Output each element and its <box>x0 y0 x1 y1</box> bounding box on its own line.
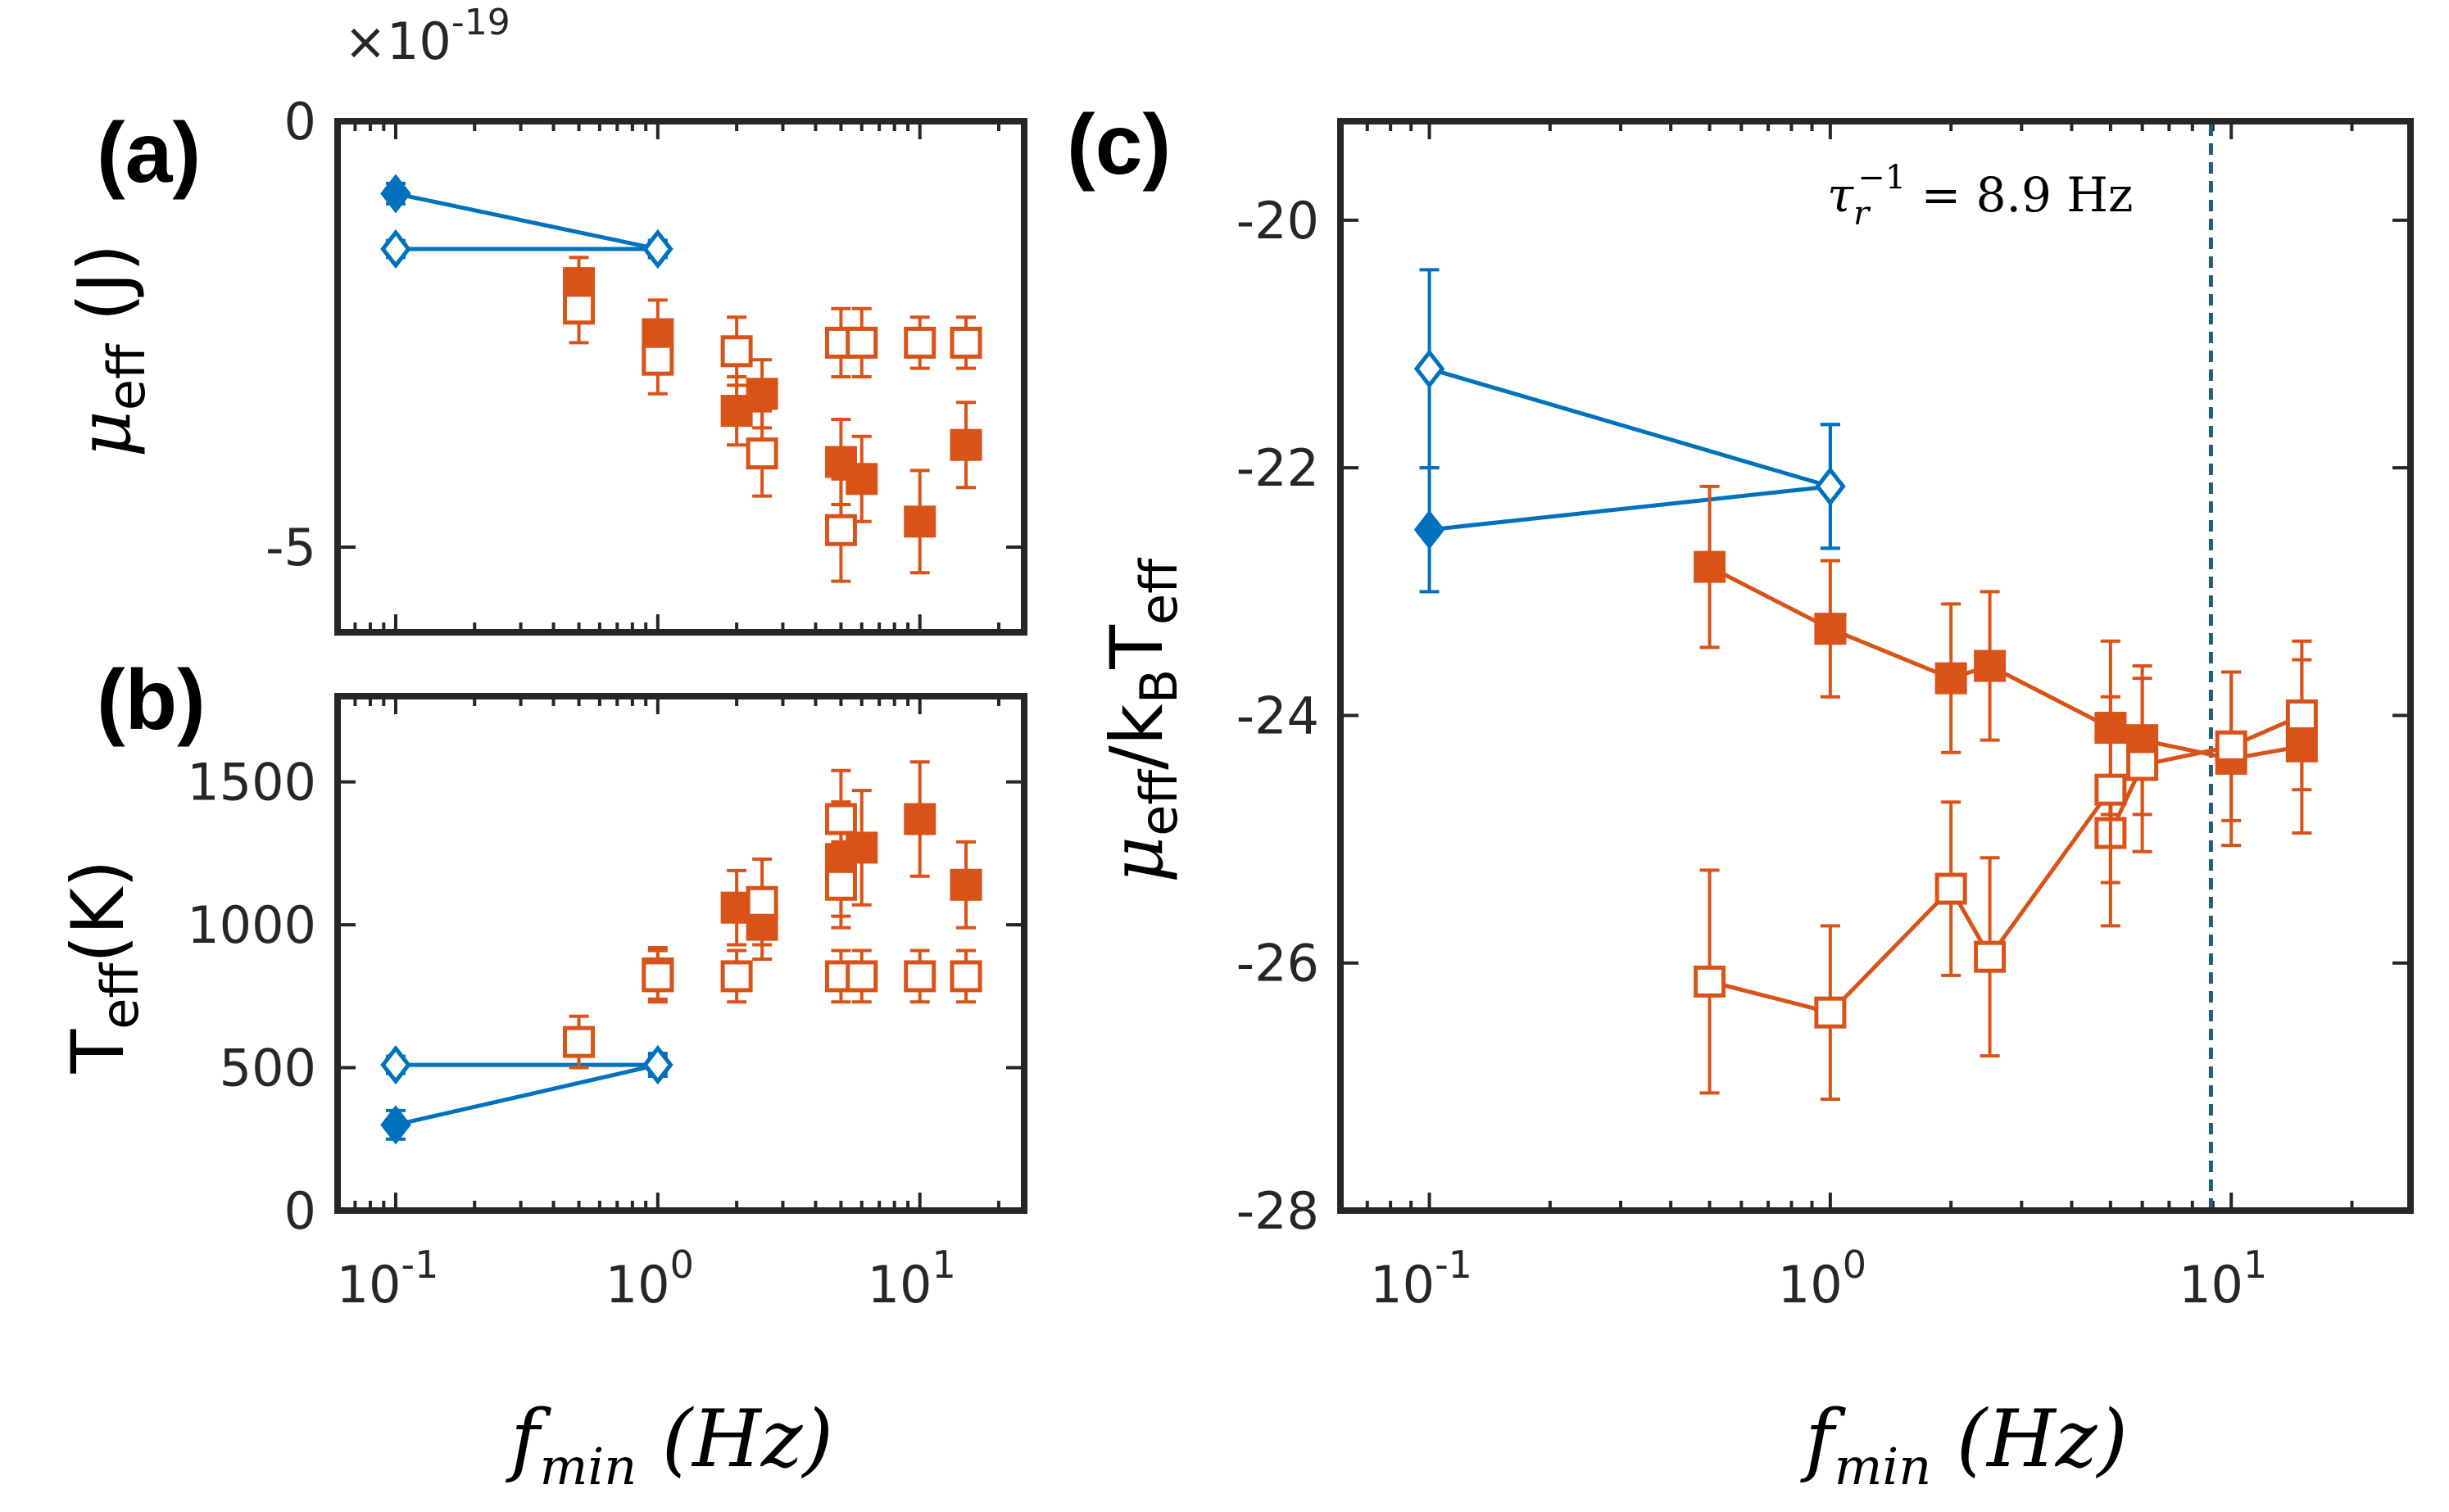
data-point-square <box>950 428 982 461</box>
data-point-square <box>720 395 753 428</box>
data-point-square <box>563 292 596 325</box>
y-tick-label: 1000 <box>187 895 316 955</box>
y-axis-label-b: Teff(K) <box>56 859 150 1074</box>
data-point-diamond <box>380 1105 411 1145</box>
axes-b: 0 500 1000 1500 10-1 100 101 <box>187 693 1027 1315</box>
data-point-square <box>950 868 982 901</box>
data-point-square <box>846 463 878 496</box>
data-point-square <box>1974 940 2007 973</box>
y-tick-label: -28 <box>1236 1181 1319 1241</box>
data-point-square <box>2126 749 2159 781</box>
panel-c: (c) μeff/kBTeff fmin (Hz) -20-22-24-26-2… <box>1067 97 2414 1496</box>
y-axis-label-c: μeff/kBTeff <box>1095 558 1189 883</box>
y-tick-label: -24 <box>1236 686 1319 745</box>
data-point-square <box>720 335 753 368</box>
data-point-square <box>846 831 878 864</box>
y-tick-label: 500 <box>220 1039 316 1098</box>
data-point-square <box>1934 872 1967 905</box>
x-tick-label: 10-1 <box>337 1243 439 1315</box>
data-point-square <box>904 803 937 835</box>
panel-label-b: (b) <box>97 653 206 748</box>
data-point-square <box>1694 550 1726 583</box>
panel-a: (a) ×10-19 μeff (J) 0 -5 <box>62 2 1027 636</box>
data-point-square <box>1694 965 1726 998</box>
data-point-square <box>746 437 778 470</box>
y-tick-label: -20 <box>1236 191 1319 251</box>
data-point-square <box>720 960 753 993</box>
x-axis-label-c: fmin (Hz) <box>1800 1393 2128 1496</box>
x-tick-label: 100 <box>605 1243 694 1315</box>
y-tick-label: 1500 <box>187 753 316 813</box>
y-tick-label: -5 <box>265 518 316 577</box>
series-line <box>395 1062 659 1127</box>
y-tick-label: 0 <box>284 92 316 152</box>
data-point-diamond <box>1413 509 1445 550</box>
axes-c: -20 -22 -24 -26 -28 10-1 100 101 <box>1236 118 2414 1315</box>
x-tick-label: 10-1 <box>1370 1243 1472 1315</box>
data-point-square <box>824 514 857 546</box>
data-point-square <box>950 326 982 359</box>
panel-label-a: (a) <box>97 106 201 201</box>
y-tick-label: -22 <box>1236 438 1319 498</box>
axes-a: 0 -5 <box>265 92 1027 636</box>
x-tick-label: 100 <box>1778 1243 1866 1315</box>
data-point-square <box>1934 662 1967 695</box>
data-point-diamond <box>1815 466 1846 506</box>
series-line <box>395 191 659 251</box>
data-point-square <box>1814 996 1847 1029</box>
data-point-square <box>950 960 982 993</box>
data-point-diamond <box>380 1045 411 1085</box>
panel-label-c: (c) <box>1067 97 1171 192</box>
x-tick-label: 101 <box>2179 1243 2267 1315</box>
data-point-square <box>642 343 674 376</box>
axes-frame <box>334 118 1027 636</box>
y-multiplier-a: ×10-19 <box>344 2 510 71</box>
y-tick-label: -26 <box>1236 934 1319 994</box>
data-point-square <box>904 960 937 993</box>
data-point-square <box>904 326 937 359</box>
data-point-diamond <box>380 174 411 214</box>
data-point-diamond <box>642 1045 673 1085</box>
series-line <box>1429 484 1831 532</box>
data-point-square <box>563 1025 596 1058</box>
series-line <box>1428 366 1831 489</box>
y-axis-label-a: μeff (J) <box>62 244 156 458</box>
data-point-square <box>1974 650 2007 682</box>
data-point-diamond <box>642 229 673 269</box>
data-point-square <box>746 885 778 918</box>
data-point-square <box>846 960 878 993</box>
y-tick-label: 0 <box>284 1181 316 1241</box>
data-point-square <box>904 505 937 538</box>
x-tick-label: 101 <box>868 1243 956 1315</box>
data-point-square <box>824 803 857 835</box>
data-point-square <box>746 378 778 410</box>
data-point-square <box>2285 699 2318 731</box>
data-point-square <box>2215 730 2247 763</box>
data-point-diamond <box>380 229 411 269</box>
data-point-square <box>846 326 878 359</box>
data-point-square <box>2094 773 2127 806</box>
x-axis-label-b: fmin (Hz) <box>506 1393 833 1496</box>
axes-frame <box>334 693 1027 1214</box>
data-point-square <box>824 868 857 901</box>
data-point-square <box>642 960 674 993</box>
panel-b: (b) Teff(K) fmin (Hz) 0 500 1000 1500 10-1 10… <box>56 653 1027 1496</box>
axes-frame <box>1337 118 2414 1214</box>
data-point-diamond <box>1413 349 1445 389</box>
relaxation-rate-annotation: τr−1 = 8.9 Hz <box>1827 159 2133 233</box>
data-point-square <box>1814 613 1847 645</box>
